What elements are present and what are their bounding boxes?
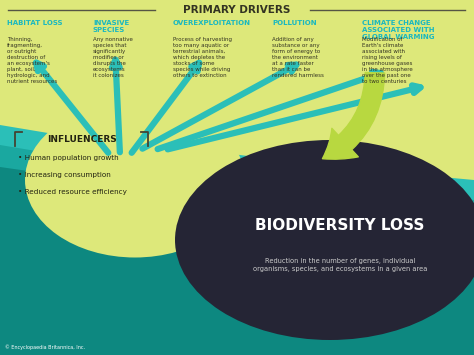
Polygon shape bbox=[0, 145, 474, 355]
Text: • Human population growth: • Human population growth bbox=[18, 155, 118, 161]
Polygon shape bbox=[0, 167, 474, 355]
Text: • Increasing consumption: • Increasing consumption bbox=[18, 172, 111, 178]
Text: © Encyclopaedia Britannica, Inc.: © Encyclopaedia Britannica, Inc. bbox=[5, 344, 85, 350]
Text: Modification of
Earth's climate
associated with
rising levels of
greenhouse gase: Modification of Earth's climate associat… bbox=[362, 37, 413, 84]
Text: INVASIVE
SPECIES: INVASIVE SPECIES bbox=[93, 20, 129, 33]
Polygon shape bbox=[0, 125, 474, 355]
Text: CLIMATE CHANGE
ASSOCIATED WITH
GLOBAL WARMING: CLIMATE CHANGE ASSOCIATED WITH GLOBAL WA… bbox=[362, 20, 435, 40]
Text: Addition of any
substance or any
form of energy to
the environment
at a rate fas: Addition of any substance or any form of… bbox=[272, 37, 324, 78]
Ellipse shape bbox=[25, 103, 245, 257]
Text: POLLUTION: POLLUTION bbox=[272, 20, 317, 26]
Text: HABITAT LOSS: HABITAT LOSS bbox=[7, 20, 63, 26]
FancyArrowPatch shape bbox=[322, 72, 385, 159]
Text: PRIMARY DRIVERS: PRIMARY DRIVERS bbox=[183, 5, 291, 15]
Text: OVEREXPLOITATION: OVEREXPLOITATION bbox=[173, 20, 251, 26]
Text: Reduction in the number of genes, individual
organisms, species, and ecosystems : Reduction in the number of genes, indivi… bbox=[253, 258, 427, 272]
Ellipse shape bbox=[175, 140, 474, 340]
Text: Thinning,
fragmenting,
or outright
destruction of
an ecosystem's
plant, soil,
hy: Thinning, fragmenting, or outright destr… bbox=[7, 37, 57, 84]
Text: • Reduced resource efficiency: • Reduced resource efficiency bbox=[18, 189, 127, 195]
Text: Any nonnative
species that
significantly
modifies or
disrupts the
ecosystems
it : Any nonnative species that significantly… bbox=[93, 37, 133, 78]
Text: INFLUENCERS: INFLUENCERS bbox=[47, 136, 117, 144]
Text: Process of harvesting
too many aquatic or
terrestrial animals,
which depletes th: Process of harvesting too many aquatic o… bbox=[173, 37, 232, 78]
Text: BIODIVERSITY LOSS: BIODIVERSITY LOSS bbox=[255, 218, 425, 233]
